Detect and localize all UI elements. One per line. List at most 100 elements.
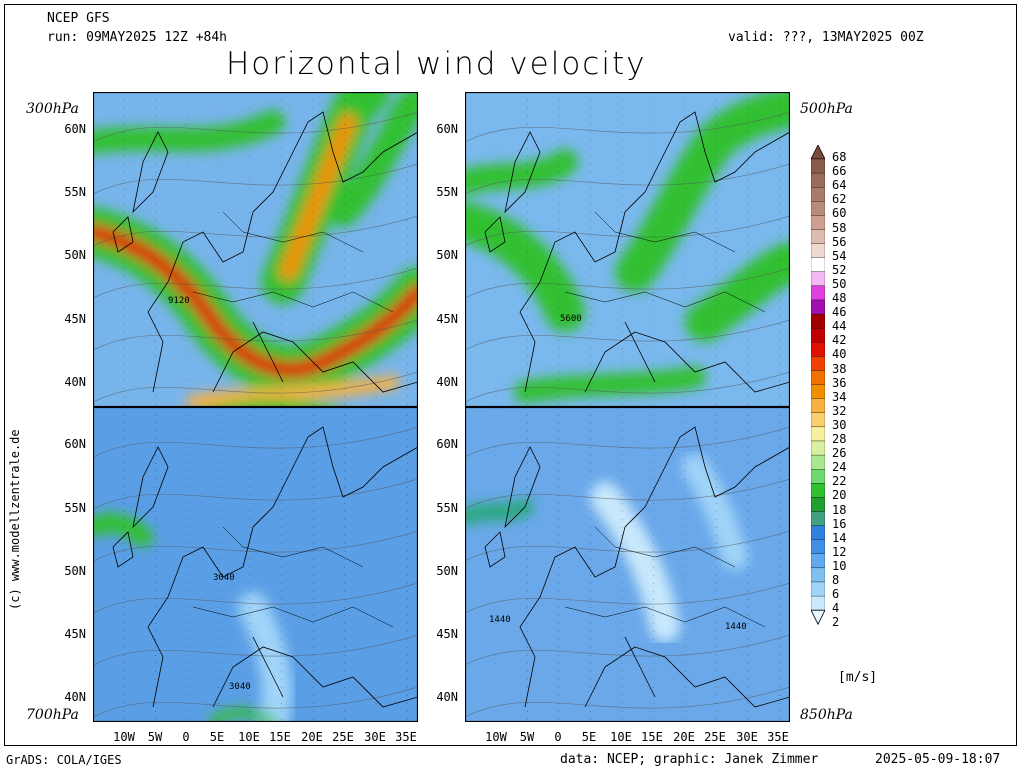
colorbar-tick-label: 50 bbox=[832, 276, 847, 291]
footer-timestamp: 2025-05-09-18:07 bbox=[875, 752, 1001, 767]
lat-label: 40N bbox=[64, 375, 86, 389]
map-panel-850hpa bbox=[465, 407, 790, 722]
colorbar-tick-label: 48 bbox=[832, 291, 847, 305]
colorbar-tick-label: 34 bbox=[832, 389, 847, 404]
colorbar-tick-label: 62 bbox=[832, 192, 847, 207]
lat-label: 50N bbox=[436, 248, 458, 262]
lat-label: 60N bbox=[436, 122, 458, 136]
colorbar-swatch bbox=[810, 483, 826, 498]
footer-software: GrADS: COLA/IGES bbox=[6, 753, 122, 767]
colorbar-swatch bbox=[810, 567, 826, 583]
colorbar-swatch bbox=[810, 370, 826, 385]
lon-label: 10E bbox=[238, 730, 260, 744]
map-panel-700hpa bbox=[93, 407, 418, 722]
lat-label: 45N bbox=[64, 312, 86, 326]
contour-label-850a: 1440 bbox=[489, 615, 511, 625]
level-label-300: 300hPa bbox=[26, 101, 79, 117]
lon-label: 20E bbox=[673, 730, 695, 744]
colorbar-swatch bbox=[810, 201, 826, 216]
colorbar-tick-label: 36 bbox=[832, 375, 847, 390]
colorbar-swatch bbox=[810, 595, 826, 611]
colorbar-swatch bbox=[810, 469, 826, 484]
colorbar-swatch bbox=[810, 313, 826, 329]
colorbar-swatch bbox=[810, 271, 826, 287]
lat-label: 45N bbox=[436, 312, 458, 326]
colorbar-tick-label: 28 bbox=[832, 432, 847, 446]
colorbar-tick-label: 26 bbox=[832, 446, 847, 461]
colorbar-tick-label: 22 bbox=[832, 474, 847, 489]
colorbar-swatch bbox=[810, 412, 826, 428]
colorbar-tick-label: 66 bbox=[832, 164, 847, 179]
colorbar-swatch bbox=[810, 440, 826, 456]
colorbar-swatch bbox=[810, 229, 826, 244]
lon-label: 0 bbox=[182, 730, 190, 744]
lon-label: 30E bbox=[364, 730, 386, 744]
colorbar-tick-label: 6 bbox=[832, 587, 840, 602]
copyright-credit: (c) www.modellzentrale.de bbox=[8, 420, 28, 620]
colorbar-tick-label: 30 bbox=[832, 417, 847, 432]
colorbar-swatch bbox=[810, 342, 826, 357]
colorbar-tick-label: 58 bbox=[832, 220, 847, 235]
contour-label-300: 9120 bbox=[168, 296, 190, 306]
colorbar-tick-label: 64 bbox=[832, 178, 847, 193]
colorbar-swatch bbox=[810, 257, 826, 272]
lon-label: 30E bbox=[736, 730, 758, 744]
footer-data-credit: data: NCEP; graphic: Janek Zimmer bbox=[560, 752, 819, 767]
lon-label: 5E bbox=[581, 730, 597, 744]
lat-label: 40N bbox=[64, 690, 86, 704]
colorbar bbox=[810, 144, 826, 639]
lon-label: 35E bbox=[395, 730, 417, 744]
colorbar-swatch bbox=[810, 299, 826, 315]
credit-text: (c) www.modellzentrale.de bbox=[8, 429, 22, 610]
lon-label: 10W bbox=[113, 730, 135, 744]
lat-label: 50N bbox=[436, 564, 458, 578]
contour-label-700a: 3040 bbox=[213, 573, 235, 583]
colorbar-tick-label: 20 bbox=[832, 488, 847, 503]
lon-label: 15E bbox=[641, 730, 663, 744]
colorbar-tick-label: 38 bbox=[832, 361, 847, 376]
run-time: run: 09MAY2025 12Z +84h bbox=[47, 30, 228, 45]
colorbar-tick-label: 4 bbox=[832, 601, 840, 616]
colorbar-bottom-arrow bbox=[810, 609, 826, 626]
lat-label: 50N bbox=[64, 248, 86, 262]
colorbar-tick-label: 32 bbox=[832, 403, 847, 418]
lon-label: 25E bbox=[332, 730, 354, 744]
lat-label: 45N bbox=[436, 627, 458, 641]
lon-label: 10W bbox=[485, 730, 507, 744]
colorbar-tick-label: 12 bbox=[832, 544, 847, 559]
lon-label: 5W bbox=[147, 730, 163, 744]
colorbar-tick-label: 46 bbox=[832, 305, 847, 320]
lat-label: 40N bbox=[436, 375, 458, 389]
colorbar-swatch bbox=[810, 187, 826, 202]
colorbar-tick-label: 16 bbox=[832, 516, 847, 531]
colorbar-unit: [m/s] bbox=[838, 670, 878, 685]
level-label-700: 700hPa bbox=[26, 707, 79, 723]
contour-label-850b: 1440 bbox=[725, 622, 747, 632]
lon-label: 20E bbox=[301, 730, 323, 744]
lat-label: 55N bbox=[436, 501, 458, 515]
plot-frame bbox=[4, 4, 1017, 746]
colorbar-swatch bbox=[810, 398, 826, 413]
colorbar-tick-label: 54 bbox=[832, 248, 847, 263]
valid-time: valid: ???, 13MAY2025 00Z bbox=[728, 30, 924, 45]
model-name: NCEP GFS bbox=[47, 11, 110, 26]
colorbar-tick-label: 24 bbox=[832, 460, 847, 475]
map-panel-500hpa bbox=[465, 92, 790, 407]
colorbar-tick-label: 2 bbox=[832, 615, 840, 630]
colorbar-swatch bbox=[810, 215, 826, 230]
lat-label: 60N bbox=[64, 437, 86, 451]
colorbar-top-arrow bbox=[810, 144, 826, 160]
lat-label: 55N bbox=[64, 185, 86, 199]
lat-label: 50N bbox=[64, 564, 86, 578]
lat-label: 45N bbox=[64, 627, 86, 641]
colorbar-swatch bbox=[810, 511, 826, 526]
colorbar-tick-label: 68 bbox=[832, 150, 847, 164]
colorbar-swatch bbox=[810, 328, 826, 343]
lon-label: 5E bbox=[209, 730, 225, 744]
lon-label: 5W bbox=[519, 730, 535, 744]
contour-label-500: 5600 bbox=[560, 314, 582, 324]
lon-label: 25E bbox=[704, 730, 726, 744]
lon-label: 0 bbox=[554, 730, 562, 744]
colorbar-swatch bbox=[810, 356, 826, 371]
colorbar-swatch bbox=[810, 243, 826, 258]
